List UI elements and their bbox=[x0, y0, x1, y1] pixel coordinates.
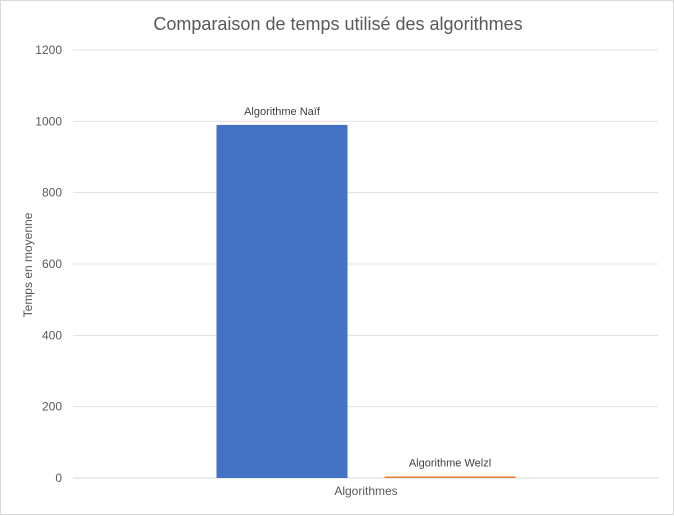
y-tick-label: 200 bbox=[42, 400, 62, 414]
bar-welzl bbox=[384, 476, 516, 478]
y-tick-label: 0 bbox=[55, 471, 62, 485]
y-tick-label: 400 bbox=[42, 328, 62, 342]
bars bbox=[216, 124, 516, 479]
y-axis-ticks: 0 200 400 600 800 1000 1200 bbox=[35, 43, 62, 485]
y-tick-label: 600 bbox=[42, 257, 62, 271]
y-tick-label: 1200 bbox=[35, 43, 62, 57]
data-labels: Algorithme Naïf Algorithme Welzl bbox=[244, 106, 491, 470]
gridlines bbox=[73, 49, 658, 479]
bar-naif bbox=[216, 124, 348, 479]
chart-title: Comparaison de temps utilisé des algorit… bbox=[153, 14, 522, 34]
x-axis-title: Algorithmes bbox=[334, 484, 397, 498]
y-tick-label: 1000 bbox=[35, 114, 62, 128]
y-axis-title: Temps en moyenne bbox=[21, 212, 35, 317]
bar-data-label: Algorithme Welzl bbox=[409, 458, 491, 470]
bar-data-label: Algorithme Naïf bbox=[244, 106, 321, 118]
y-tick-label: 800 bbox=[42, 186, 62, 200]
